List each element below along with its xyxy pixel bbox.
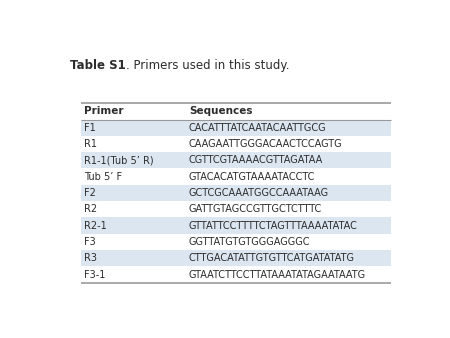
Bar (81, 120, 391, 136)
Text: R2-1: R2-1 (84, 221, 107, 231)
Text: GTTATTCCTTTTCTAGTTTAAAATATAC: GTTATTCCTTTTCTAGTTTAAAATATAC (189, 221, 358, 231)
Text: F3: F3 (84, 237, 96, 247)
Bar (81, 250, 391, 266)
Bar (81, 185, 391, 201)
Text: Table S1: Table S1 (70, 59, 126, 72)
Text: GGTTATGTGTGGGAGGGC: GGTTATGTGTGGGAGGGC (189, 237, 310, 247)
Text: CACATTTATCAATACAATTGCG: CACATTTATCAATACAATTGCG (189, 123, 326, 132)
Text: F3-1: F3-1 (84, 270, 105, 280)
Text: R1: R1 (84, 139, 97, 149)
Text: Sequences: Sequences (189, 106, 252, 116)
Text: F2: F2 (84, 188, 96, 198)
Text: GTACACATGTAAAATACCTC: GTACACATGTAAAATACCTC (189, 172, 315, 182)
Text: R1-1(Tub 5’ R): R1-1(Tub 5’ R) (84, 155, 154, 165)
Text: GTAATCTTCCTTATAAATATAGAATAATG: GTAATCTTCCTTATAAATATAGAATAATG (189, 270, 366, 280)
Bar (81, 217, 391, 234)
Text: CTTGACATATTGTGTTCATGATATATG: CTTGACATATTGTGTTCATGATATATG (189, 253, 355, 263)
Text: F1: F1 (84, 123, 96, 132)
Text: R2: R2 (84, 204, 97, 214)
Text: R3: R3 (84, 253, 97, 263)
Text: GCTCGCAAATGGCCAAATAAG: GCTCGCAAATGGCCAAATAAG (189, 188, 329, 198)
Text: Tub 5’ F: Tub 5’ F (84, 172, 122, 182)
Bar (81, 152, 391, 168)
Text: Table S1. Primers used in this study.: Table S1. Primers used in this study. (70, 59, 283, 72)
Text: CGTTCGTAAAACGTTAGATAA: CGTTCGTAAAACGTTAGATAA (189, 155, 323, 165)
Text: Primer: Primer (84, 106, 124, 116)
Text: GATTGTAGCCGTTGCTCTTTC: GATTGTAGCCGTTGCTCTTTC (189, 204, 322, 214)
Text: CAAGAATTGGGACAACTCCAGTG: CAAGAATTGGGACAACTCCAGTG (189, 139, 342, 149)
Text: . Primers used in this study.: . Primers used in this study. (126, 59, 289, 72)
